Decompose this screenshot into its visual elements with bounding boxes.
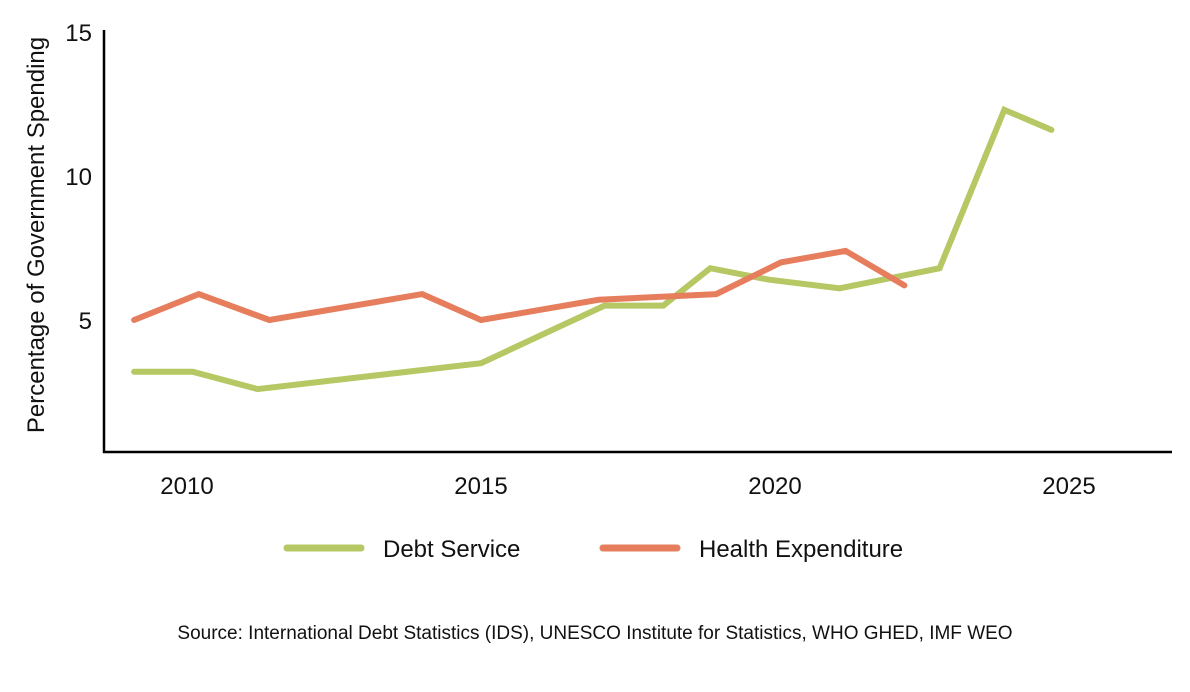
legend-label: Health Expenditure bbox=[699, 536, 903, 563]
series-line-health-expenditure bbox=[131, 247, 908, 324]
x-tick-label: 2025 bbox=[1042, 473, 1095, 500]
x-tick-label: 2015 bbox=[454, 473, 507, 500]
legend: Debt Service Health Expenditure bbox=[283, 536, 903, 563]
x-tick-label: 2010 bbox=[160, 473, 213, 500]
y-tick-label: 10 bbox=[65, 164, 92, 191]
y-tick-label: 5 bbox=[79, 308, 92, 335]
y-axis-label: Percentage of Government Spending bbox=[23, 37, 50, 433]
legend-label: Debt Service bbox=[383, 536, 520, 563]
series-line-debt-service bbox=[131, 105, 1055, 393]
source-note: Source: International Debt Statistics (I… bbox=[177, 623, 1012, 644]
y-tick-label: 15 bbox=[65, 20, 92, 47]
x-tick-label: 2020 bbox=[748, 473, 801, 500]
